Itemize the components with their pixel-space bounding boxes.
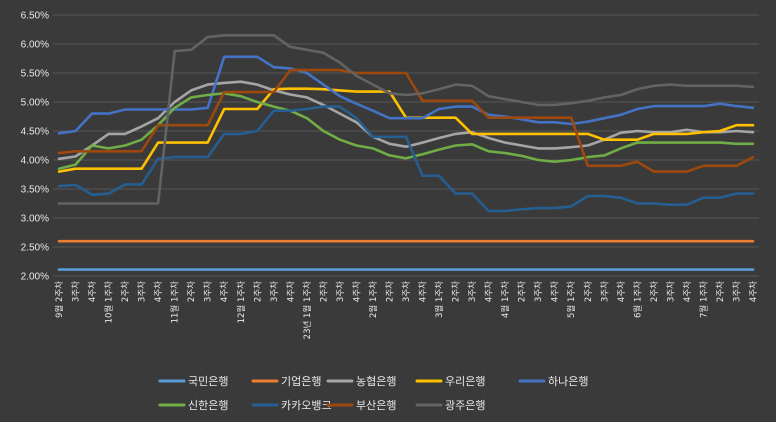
x-tick-label: 2월 1주차: [368, 281, 379, 318]
x-tick-label: 4주차: [617, 281, 627, 302]
y-gridlines: [53, 14, 759, 277]
legend-label: 농협은행: [356, 375, 396, 388]
legend-label: 우리은행: [445, 375, 485, 388]
y-tick-label: 6.50%: [21, 11, 49, 22]
x-tick-label: 7월 1주차: [698, 281, 709, 318]
legend-item: 신한은행: [158, 399, 228, 412]
x-tick-label: 2주차: [716, 281, 726, 302]
x-tick-label: 3주차: [468, 281, 478, 302]
x-tick-label: 3주차: [600, 281, 610, 302]
legend-label: 하나은행: [548, 374, 588, 388]
x-tick-label: 4주차: [485, 281, 495, 302]
legend-label: 국민은행: [188, 375, 228, 388]
legend-item: 농협은행: [326, 375, 396, 388]
x-tick-label: 3주차: [138, 281, 148, 302]
legend-label: 기업은행: [281, 375, 321, 388]
x-tick-label: 3주차: [534, 281, 544, 302]
x-tick-label: 3주차: [666, 281, 676, 302]
x-tick-label: 4주차: [352, 281, 362, 302]
x-tick-label: 4주차: [551, 281, 561, 302]
x-tick-label: 2주차: [253, 281, 263, 302]
legend-item: 하나은행: [518, 374, 588, 388]
x-tick-label: 3주차: [733, 281, 743, 302]
y-tick-label: 2.00%: [21, 272, 49, 283]
x-tick-label: 2주차: [518, 281, 528, 302]
x-tick-label: 4주차: [220, 281, 230, 302]
x-tick-label: 11월 1주차: [170, 281, 181, 324]
x-tick-label: 2주차: [187, 281, 197, 302]
x-tick-label: 4주차: [749, 281, 759, 302]
x-tick-label: 3주차: [204, 281, 214, 302]
x-tick-label: 4주차: [683, 281, 693, 302]
x-tick-label: 9월 2주차: [54, 281, 65, 318]
legend-item: 카카오뱅크: [251, 399, 332, 412]
legend-item: 광주은행: [415, 399, 485, 412]
x-tick-label: 2주차: [121, 281, 131, 302]
x-tick-label: 3주차: [270, 281, 280, 302]
x-tick-label: 4주차: [419, 281, 429, 302]
x-tick-label: 4월 1주차: [500, 281, 511, 318]
y-tick-label: 6.00%: [21, 40, 49, 51]
x-tick-label: 4주차: [286, 281, 296, 302]
x-tick-label: 2주차: [319, 281, 329, 302]
x-tick-label: 3월 1주차: [434, 281, 445, 318]
x-tick-label: 3주차: [72, 281, 82, 302]
legend-label: 광주은행: [445, 399, 485, 412]
x-tick-label: 12월 1주차: [236, 281, 247, 324]
x-tick-label: 4주차: [154, 281, 164, 302]
x-tick-label: 5월 1주차: [566, 281, 577, 318]
x-tick-label: 2주차: [452, 281, 462, 302]
y-tick-label: 3.00%: [21, 214, 49, 225]
x-tick-label: 10월 1주차: [104, 281, 115, 324]
x-tick-label: 3주차: [336, 281, 346, 302]
legend-item: 부산은행: [326, 399, 396, 412]
series-line-8: [57, 33, 755, 205]
x-tick-label: 3주차: [402, 281, 412, 302]
legend-label: 신한은행: [188, 399, 228, 412]
x-axis-labels: 9월 2주차 3주차 4주차 10월 1주차 2주차 3주차 4주차 11월 1주차 2주차 3주…: [54, 281, 759, 340]
series-line-5: [57, 92, 755, 170]
legend-item: 국민은행: [158, 375, 228, 388]
legend-label: 카카오뱅크: [281, 399, 332, 412]
x-tick-label: 4주차: [88, 281, 98, 302]
legend-item: 우리은행: [415, 375, 485, 388]
legend-label: 부산은행: [356, 399, 396, 412]
y-tick-label: 2.50%: [21, 243, 49, 254]
y-tick-label: 4.50%: [21, 127, 49, 138]
series-line-6: [57, 105, 755, 213]
x-tick-label: 6월 1주차: [632, 281, 643, 318]
legend-item: 기업은행: [251, 375, 321, 388]
x-tick-label: 2주차: [386, 281, 396, 302]
y-tick-label: 5.00%: [21, 98, 49, 109]
y-tick-label: 5.50%: [21, 69, 49, 80]
x-tick-label: 2주차: [584, 281, 594, 302]
series-lines: [57, 33, 755, 271]
x-tick-label: 2주차: [650, 281, 660, 302]
y-axis-labels: 2.00% 2.50% 3.00% 3.50% 4.00% 4.50% 5.00% 5.50%…: [21, 11, 49, 283]
x-tick-label: 23년 1월 1주차: [302, 281, 313, 339]
series-line-7: [57, 68, 755, 173]
series-line-2: [57, 80, 755, 161]
y-tick-label: 4.00%: [21, 156, 49, 167]
y-tick-label: 3.50%: [21, 185, 49, 196]
